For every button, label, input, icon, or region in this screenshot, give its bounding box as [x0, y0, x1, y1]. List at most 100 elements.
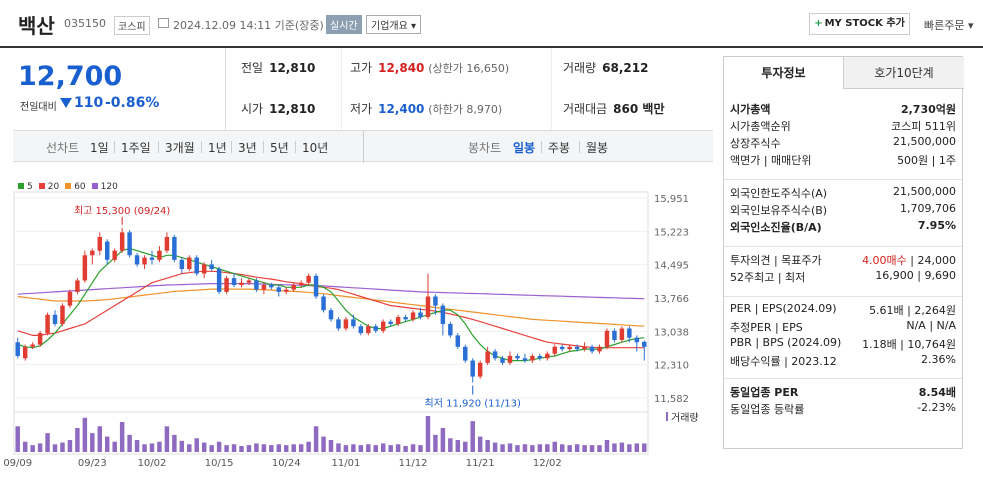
x-tick-label: 12/02 [533, 458, 562, 469]
period-10y[interactable]: 10년 [302, 141, 329, 155]
tab-investment-info[interactable]: 투자정보 [724, 57, 844, 89]
candlestick-chart: 15,951 15,223 14,495 13,766 13,038 12,310 11,5… [3, 191, 699, 469]
ma20-line [17, 270, 645, 349]
info-key: 액면가 | 매매단위 [730, 154, 812, 167]
volume-bar [313, 426, 319, 452]
info-value: N/A | N/A [906, 319, 956, 332]
realtime-badge[interactable]: 실시간 [326, 15, 362, 34]
info-value: 500원 | 1주 [897, 154, 956, 167]
info-row: 52주최고 | 최저 16,900 | 9,690 [730, 269, 956, 285]
candle-body [216, 269, 222, 292]
volume-bar [418, 445, 423, 452]
volume-bar [328, 440, 334, 452]
volume-bar [321, 436, 326, 452]
quick-order-menu[interactable]: 빠른주문 ▾ [924, 17, 974, 33]
candle-body [500, 358, 505, 363]
candle-body [545, 353, 550, 359]
info-value: 7.95% [917, 219, 956, 232]
stat-prev-close: 전일 12,810 [241, 59, 315, 76]
info-key: 동일업종 PER [730, 386, 799, 399]
target-price: 24,000 [917, 254, 957, 267]
y-tick-label: 14,495 [654, 261, 689, 272]
x-tick-label: 09/23 [78, 458, 107, 469]
volume-bar [201, 442, 207, 452]
candle-body [291, 285, 296, 290]
volume-bar [179, 440, 185, 452]
x-tick-label: 11/12 [399, 458, 428, 469]
chart-toolbar: 선차트 1일 1주일 3개월 1년 3년 5년 10년 봉차트 일봉 주봉 월봉 [13, 130, 713, 163]
stat-divider [551, 48, 552, 130]
candle-body [127, 232, 132, 256]
stat-label: 시가 [241, 102, 264, 116]
volume-bar [164, 426, 170, 452]
candle-body [321, 296, 326, 311]
period-3y[interactable]: 3년 [238, 141, 257, 155]
volume-bar [537, 444, 543, 452]
period-3m[interactable]: 3개월 [165, 141, 195, 155]
legend-label: 120 [100, 182, 118, 192]
candle-body [157, 250, 162, 260]
chevron-down-icon: ▾ [967, 19, 974, 32]
info-value: 1,709,706 [900, 202, 956, 215]
company-info-label: 기업개요 [371, 21, 408, 32]
period-1w[interactable]: 1주일 [121, 141, 151, 155]
stat-high: 고가 12,840 (상한가 16,650) [350, 59, 509, 76]
volume-bar [366, 444, 371, 452]
volume-bar [448, 438, 453, 452]
candle-body [164, 236, 170, 251]
volume-bar [552, 441, 558, 452]
volume-bar [30, 445, 35, 452]
candle-weekly[interactable]: 주봉 [548, 141, 571, 155]
candle-monthly[interactable]: 월봉 [586, 141, 609, 155]
volume-bar [269, 445, 274, 452]
info-row: 액면가 | 매매단위 500원 | 1주 [730, 152, 956, 168]
volume-bar [276, 444, 282, 452]
section-divider [724, 246, 962, 247]
volume-legend-swatch [666, 412, 668, 421]
toolbar-separator [231, 141, 232, 153]
info-value: 4.00매수 | 24,000 [862, 254, 957, 267]
legend-item: 120 [86, 182, 118, 192]
info-key: 동일업종 등락률 [730, 403, 805, 416]
candle-body [298, 282, 304, 286]
volume-bar [90, 433, 95, 452]
period-1y[interactable]: 1년 [208, 141, 227, 155]
chart-frame [13, 191, 649, 455]
candle-daily[interactable]: 일봉 [513, 141, 536, 155]
candle-body [246, 280, 252, 283]
candle-body [231, 278, 237, 286]
period-1d[interactable]: 1일 [90, 141, 109, 155]
candle-body [358, 326, 364, 334]
volume-bar [455, 440, 461, 452]
tab-orderbook[interactable]: 호가10단계 [844, 57, 964, 89]
plus-icon: + [814, 18, 823, 29]
investment-info-panel: 투자정보 호가10단계 시가총액 2,730억원 시가총액순위 코스피 511위 상장주… [723, 56, 964, 449]
period-5y[interactable]: 5년 [270, 141, 289, 155]
stat-value: 12,810 [269, 102, 316, 116]
toolbar-separator [263, 141, 264, 153]
investment-opinion: 4.00매수 [862, 254, 907, 267]
stat-amount: 거래대금 860 백만 [563, 100, 664, 117]
upper-limit: (상한가 16,650) [428, 62, 510, 75]
info-row: 투자의견 | 목표주가 4.00매수 | 24,000 [730, 252, 956, 268]
info-key: 투자의견 | 목표주가 [730, 254, 822, 267]
candle-body [75, 280, 80, 292]
change-value: 110 [74, 95, 104, 111]
toolbar-separator [295, 141, 296, 153]
candle-body [522, 358, 528, 361]
candle-body [604, 330, 610, 347]
stat-value: 12,840 [378, 61, 425, 75]
company-info-dropdown[interactable]: 기업개요 ▾ [366, 15, 422, 34]
volume-bar [291, 444, 296, 452]
volume-bar [463, 441, 468, 452]
info-key: 추정PER | EPS [730, 321, 803, 334]
volume-bar [545, 444, 550, 452]
stat-value: 68,212 [602, 61, 649, 75]
info-row: 상장주식수 21,500,000 [730, 135, 956, 151]
volume-bar [119, 422, 125, 452]
price-stats: 전일 12,810 고가 12,840 (상한가 16,650) 거래량 68,212… [225, 48, 713, 130]
legend-label: 60 [74, 182, 86, 192]
volume-bar [15, 426, 20, 452]
add-mystock-button[interactable]: + MY STOCK 추가 [809, 13, 910, 35]
y-tick-label: 15,951 [654, 194, 689, 205]
